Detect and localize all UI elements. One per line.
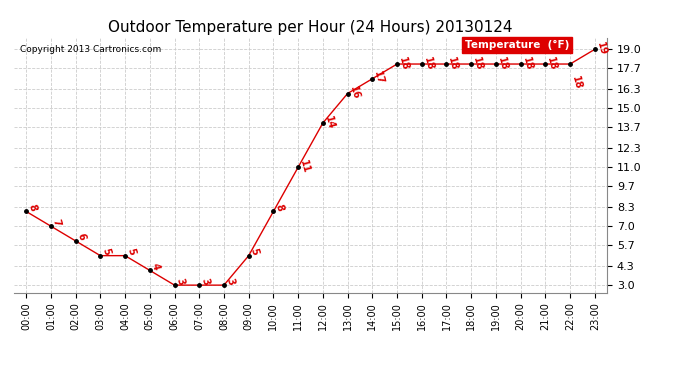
- Text: 18: 18: [422, 56, 435, 71]
- Text: 5: 5: [248, 247, 260, 256]
- Title: Outdoor Temperature per Hour (24 Hours) 20130124: Outdoor Temperature per Hour (24 Hours) …: [108, 20, 513, 35]
- Text: 5: 5: [100, 247, 112, 256]
- Text: 18: 18: [446, 56, 460, 71]
- Text: Copyright 2013 Cartronics.com: Copyright 2013 Cartronics.com: [20, 45, 161, 54]
- Text: 4: 4: [150, 262, 161, 271]
- Text: 18: 18: [521, 56, 534, 71]
- Text: 17: 17: [373, 70, 386, 86]
- Text: 3: 3: [175, 277, 186, 286]
- Text: 7: 7: [51, 217, 62, 227]
- Text: 11: 11: [298, 159, 311, 174]
- Text: 16: 16: [348, 85, 361, 100]
- Text: 5: 5: [125, 247, 137, 256]
- Text: 6: 6: [76, 232, 87, 242]
- Text: 18: 18: [471, 56, 484, 71]
- Text: 18: 18: [397, 56, 411, 71]
- Text: 18: 18: [545, 56, 559, 71]
- Text: 18: 18: [496, 56, 509, 71]
- Text: 8: 8: [273, 203, 285, 212]
- Text: 3: 3: [224, 277, 235, 286]
- Text: 19: 19: [595, 41, 608, 56]
- Text: 14: 14: [323, 114, 336, 130]
- Text: Temperature  (°F): Temperature (°F): [465, 40, 569, 50]
- Text: 18: 18: [570, 75, 583, 90]
- Text: 8: 8: [26, 203, 37, 212]
- Text: 3: 3: [199, 277, 210, 286]
